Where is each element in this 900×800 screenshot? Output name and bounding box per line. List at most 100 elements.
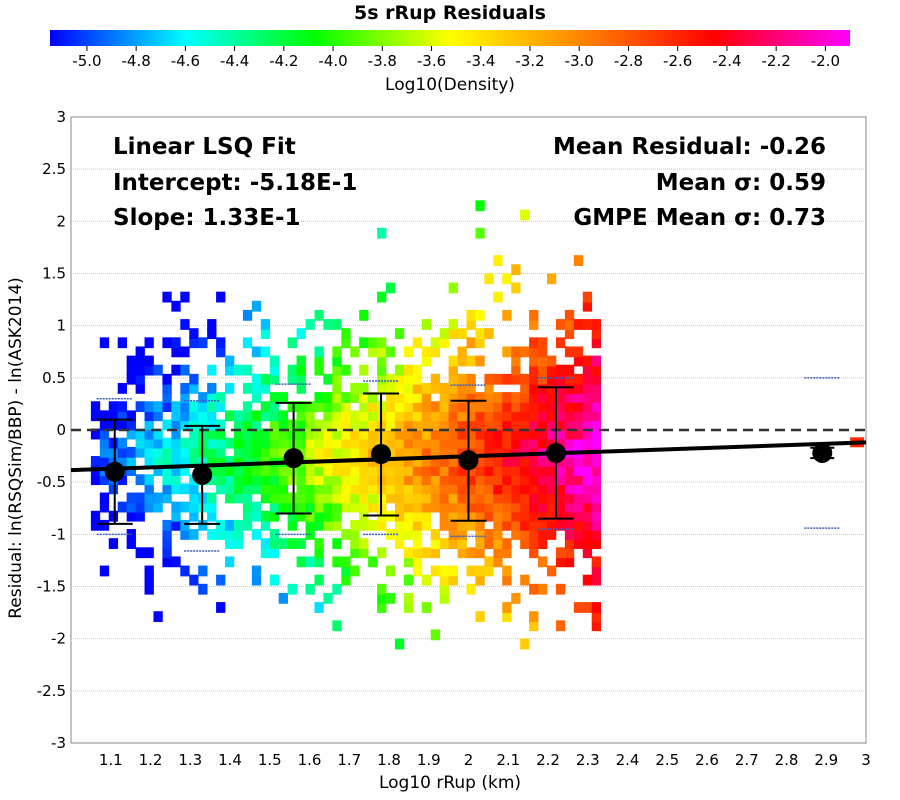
density-cell bbox=[359, 437, 369, 449]
mean-point bbox=[283, 448, 304, 469]
density-cell bbox=[225, 529, 235, 540]
density-cell bbox=[394, 638, 405, 650]
density-cell bbox=[368, 392, 378, 403]
density-cell bbox=[394, 538, 405, 549]
density-cell bbox=[216, 346, 226, 358]
density-cell bbox=[305, 419, 315, 431]
density-cell bbox=[386, 392, 396, 403]
density-cell bbox=[216, 428, 226, 440]
density-cell bbox=[171, 474, 181, 486]
density-cell bbox=[359, 428, 369, 440]
density-cell bbox=[153, 410, 163, 422]
density-cell bbox=[448, 474, 458, 486]
density-cell bbox=[386, 346, 396, 358]
density-cell bbox=[359, 483, 369, 495]
density-cell bbox=[189, 492, 199, 504]
density-cell bbox=[547, 419, 557, 431]
density-cell bbox=[332, 419, 342, 431]
density-cell bbox=[251, 373, 262, 385]
density-cell bbox=[448, 319, 458, 330]
density-cell bbox=[233, 519, 244, 531]
density-cell bbox=[430, 437, 441, 449]
density-cell bbox=[493, 392, 503, 403]
density-cell bbox=[117, 401, 128, 413]
density-cell bbox=[582, 373, 593, 385]
density-cell bbox=[233, 483, 244, 495]
density-cell bbox=[314, 428, 324, 440]
density-cell bbox=[591, 319, 602, 330]
density-cell bbox=[591, 364, 602, 376]
density-cell bbox=[529, 355, 539, 367]
density-cell bbox=[377, 373, 387, 385]
density-cell bbox=[242, 401, 253, 413]
density-cell bbox=[341, 474, 351, 486]
density-cell bbox=[305, 474, 315, 486]
x-tick-label: 1.2 bbox=[139, 751, 163, 769]
density-cell bbox=[591, 556, 602, 568]
density-cell bbox=[350, 492, 360, 504]
density-cell bbox=[99, 428, 110, 440]
density-cell bbox=[242, 337, 253, 349]
density-cell bbox=[216, 474, 226, 486]
density-cell bbox=[171, 346, 181, 358]
density-cell bbox=[314, 401, 324, 413]
density-cell bbox=[484, 410, 494, 422]
colorbar-tick-label: -4.6 bbox=[171, 52, 200, 70]
density-cell bbox=[493, 428, 503, 440]
density-cell bbox=[117, 410, 128, 422]
density-cell bbox=[242, 419, 253, 431]
density-cell bbox=[207, 382, 217, 394]
density-cell bbox=[466, 483, 476, 495]
density-cell bbox=[242, 456, 253, 467]
density-cell bbox=[529, 382, 539, 394]
density-cell bbox=[493, 291, 503, 303]
density-cell bbox=[171, 419, 181, 431]
density-cell bbox=[475, 419, 485, 431]
density-cell bbox=[529, 456, 539, 467]
density-cell bbox=[242, 474, 253, 486]
density-cell bbox=[323, 419, 333, 431]
density-cell bbox=[269, 419, 280, 431]
density-cell bbox=[582, 519, 593, 531]
density-cell bbox=[412, 392, 423, 403]
density-cell bbox=[341, 401, 351, 413]
density-cell bbox=[90, 410, 101, 422]
density-cell bbox=[457, 346, 467, 358]
density-cell bbox=[296, 538, 306, 549]
density-cell bbox=[225, 410, 235, 422]
colorbar-tick-label: -2.6 bbox=[663, 52, 692, 70]
fit-title-annotation: Linear LSQ Fit bbox=[113, 134, 296, 160]
density-cell bbox=[555, 519, 566, 531]
density-cell bbox=[538, 355, 548, 367]
density-cell bbox=[171, 401, 181, 413]
density-cell bbox=[99, 437, 110, 449]
x-tick-label: 3 bbox=[861, 751, 871, 769]
density-cell bbox=[386, 592, 396, 604]
density-cell bbox=[412, 373, 423, 385]
density-cell bbox=[564, 419, 575, 431]
density-cell bbox=[475, 200, 485, 212]
density-cell bbox=[278, 446, 288, 458]
density-cell bbox=[439, 410, 449, 422]
density-cell bbox=[502, 410, 512, 422]
density-cell bbox=[564, 456, 575, 467]
density-cell bbox=[117, 446, 128, 458]
density-cell bbox=[448, 465, 458, 476]
density-cell bbox=[251, 474, 262, 486]
density-cell bbox=[564, 373, 575, 385]
density-cell bbox=[135, 382, 145, 394]
density-cell bbox=[547, 355, 557, 367]
density-cell bbox=[171, 483, 181, 495]
density-cell bbox=[573, 346, 584, 358]
density-cell bbox=[493, 474, 503, 486]
density-cell bbox=[502, 474, 512, 486]
density-cell bbox=[520, 510, 530, 522]
density-cell bbox=[511, 465, 521, 476]
density-cell bbox=[564, 547, 575, 559]
density-cell bbox=[269, 410, 280, 422]
density-cell bbox=[511, 474, 521, 486]
colorbar-ticks: -5.0 -4.8 -4.6 -4.4 -4.2 -4.0 -3.8 -3.6 -3.4 -3.2… bbox=[72, 46, 840, 70]
density-cell bbox=[242, 510, 253, 522]
density-cell bbox=[305, 483, 315, 495]
density-cell bbox=[529, 465, 539, 476]
